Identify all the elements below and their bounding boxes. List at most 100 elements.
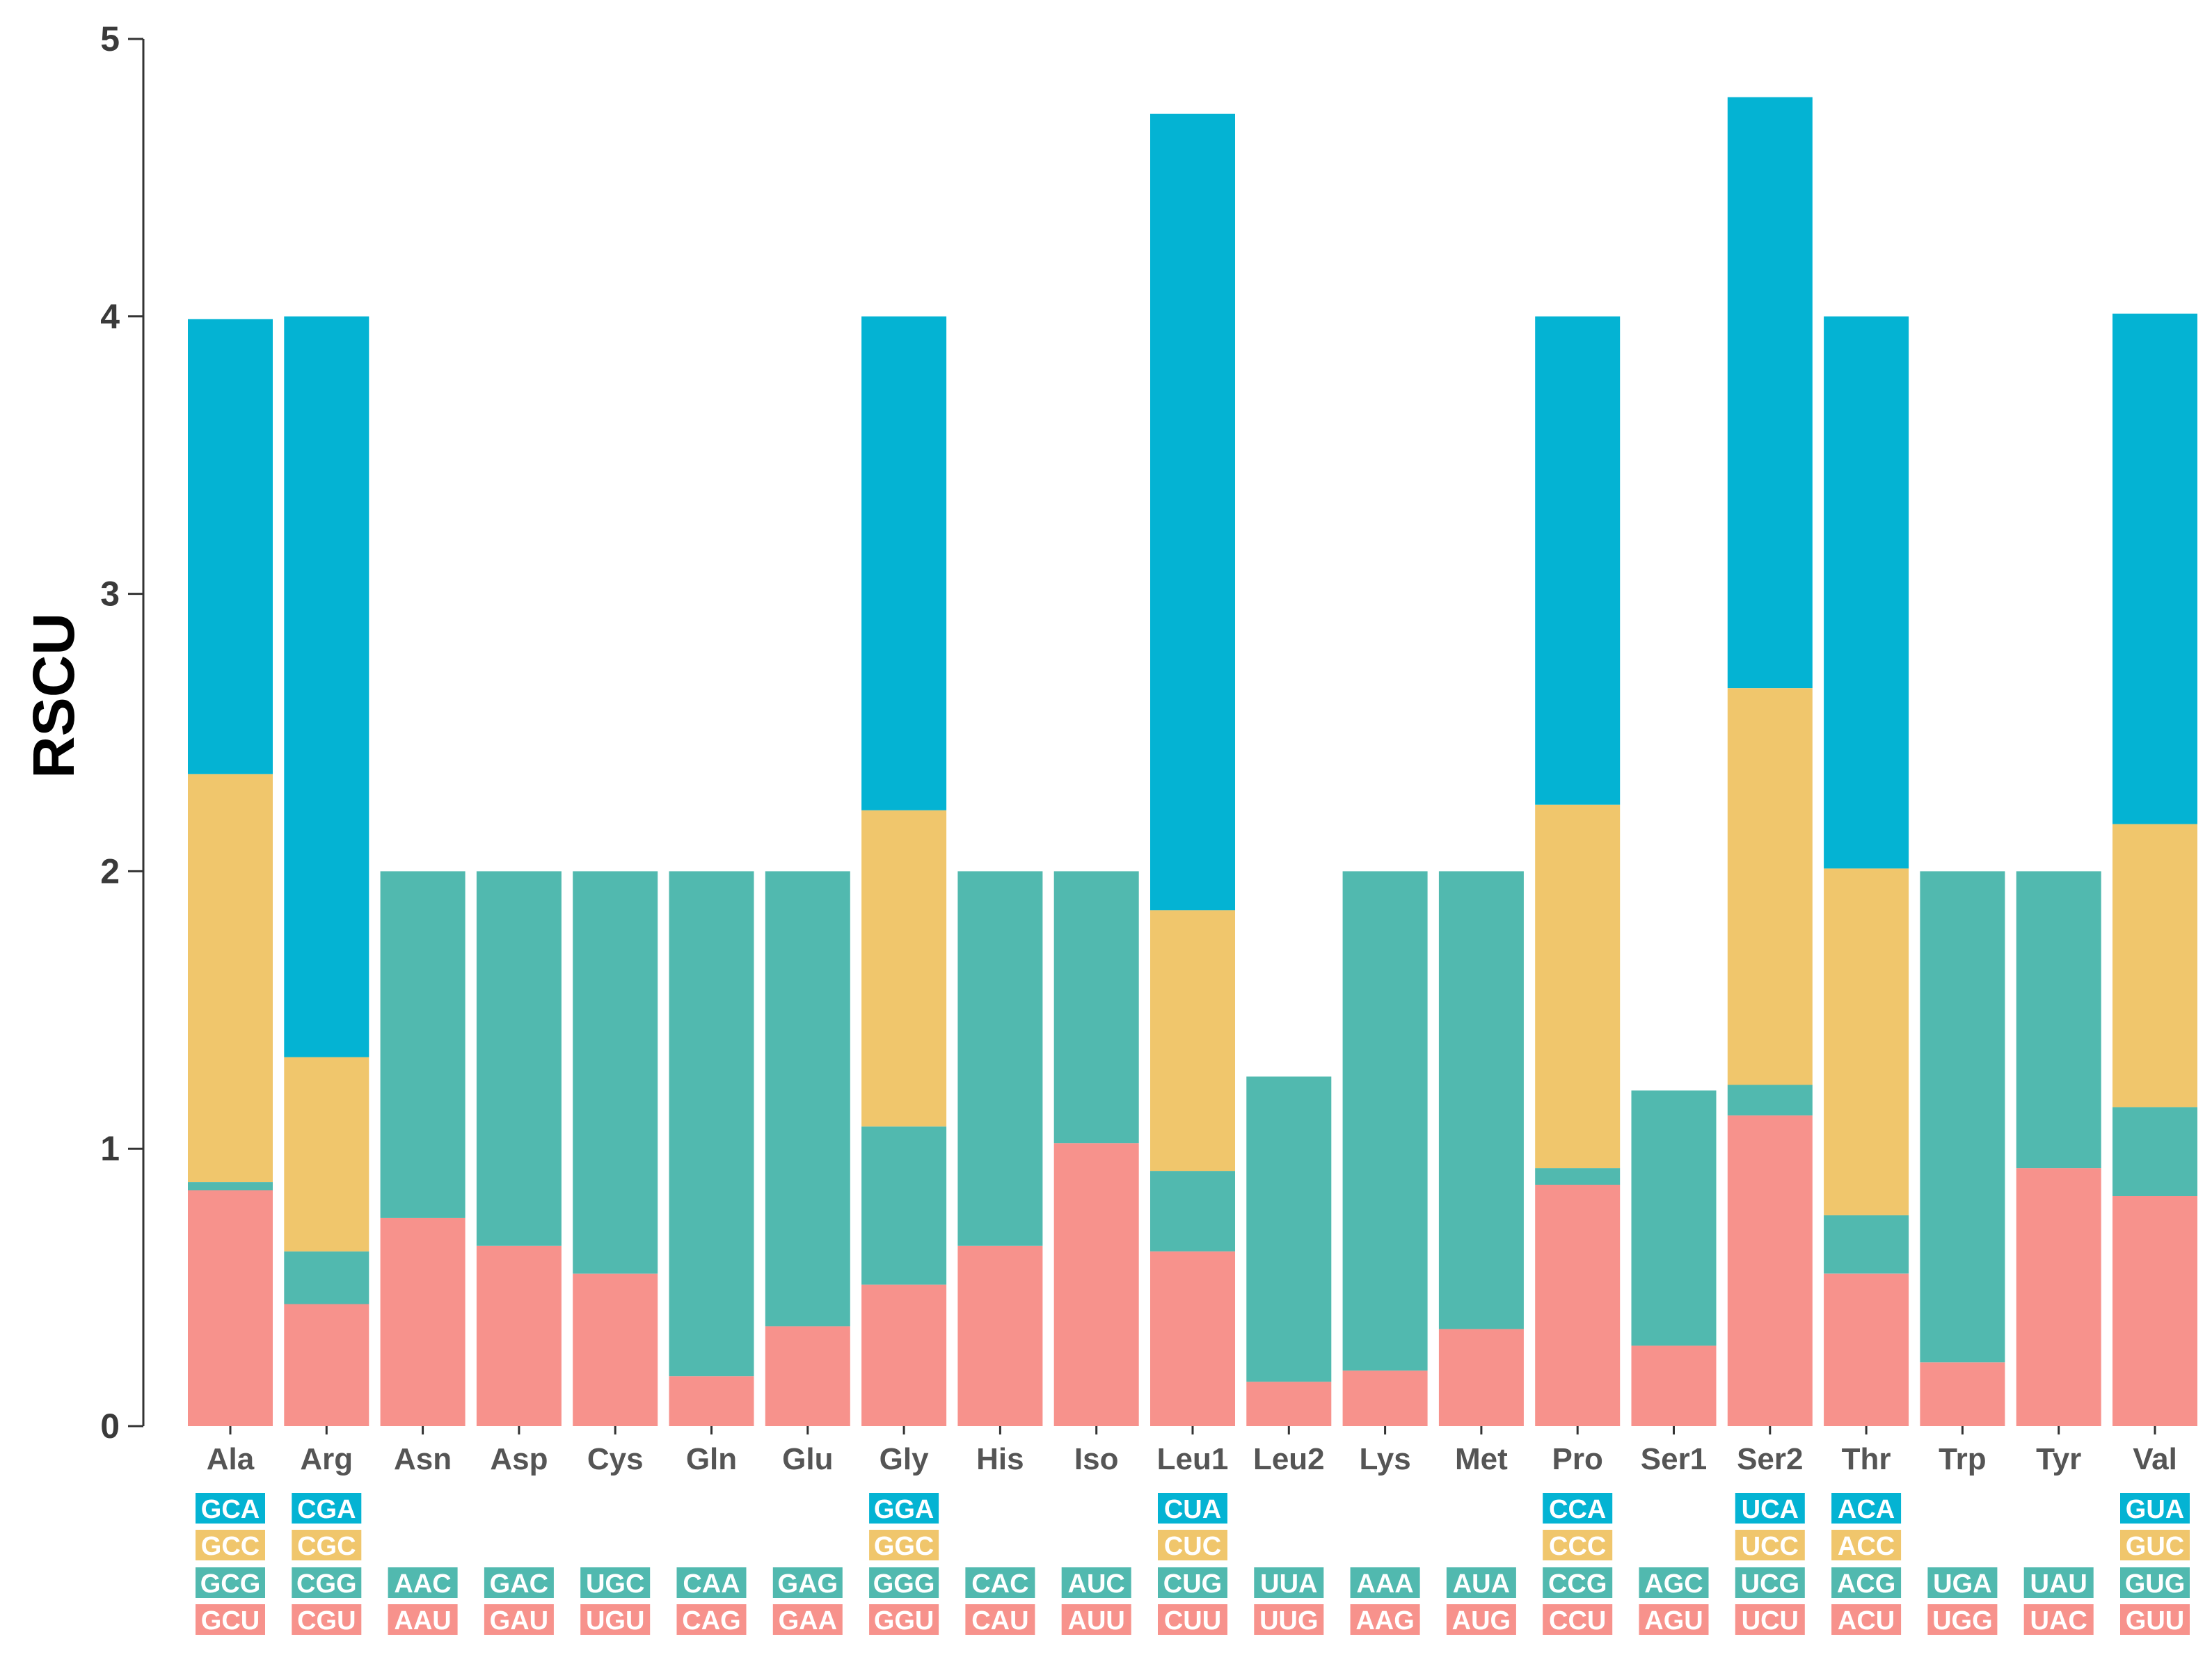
x-tick-label-pro: Pro [1552,1442,1603,1476]
codon-label-gua: GUA [2126,1495,2184,1524]
y-tick-label-5: 5 [100,19,120,58]
codon-box-gug [2120,1567,2190,1598]
bar-segment-iso-auu [1053,1143,1139,1426]
codon-box-cga [292,1493,362,1524]
codon-label-cga: CGA [297,1495,356,1524]
codon-box-gcc [196,1530,265,1560]
codon-label-aag: AAG [1355,1606,1414,1636]
codon-box-aua [1446,1567,1516,1598]
bar-segment-cys-ugc [573,871,658,1274]
codon-label-gaa: GAA [779,1606,837,1636]
bar-segment-met-aug [1438,1329,1524,1426]
bar-segment-ser2-ucc [1727,688,1813,1085]
codon-box-cac [965,1567,1035,1598]
bar-segment-cys-ugu [573,1273,658,1426]
codon-label-uga: UGA [1933,1569,1991,1599]
bar-segment-trp-uga [1920,871,2005,1363]
bar-segment-pro-ccg [1535,1168,1621,1185]
codon-label-cug: CUG [1163,1569,1222,1599]
bar-segment-pro-ccu [1535,1185,1621,1426]
codon-box-gau [484,1604,554,1635]
y-tick-label-0: 0 [100,1407,120,1446]
codon-label-gcu: GCU [201,1606,260,1636]
codon-label-cgg: CGG [296,1569,357,1599]
codon-box-uug [1254,1604,1324,1635]
bar-segment-leu1-cug [1150,1171,1235,1252]
codon-label-cgc: CGC [297,1532,356,1561]
x-tick-label-val: Val [2133,1442,2177,1476]
codon-box-aau [388,1604,458,1635]
bar-segment-leu2-uua [1246,1076,1332,1382]
codon-box-gga [869,1493,939,1524]
bar-segment-thr-acg [1824,1215,1909,1274]
codon-box-uga [1927,1567,1998,1598]
codon-label-gca: GCA [201,1495,260,1524]
codon-box-cgu [292,1604,362,1635]
codon-box-uau [2023,1567,2094,1598]
codon-box-ccu [1543,1604,1613,1635]
bar-segment-val-gug [2112,1107,2197,1196]
bar-segment-ser2-ucg [1727,1085,1813,1116]
codon-box-gag [772,1567,843,1598]
codon-box-ugg [1927,1604,1998,1635]
y-axis-title: RSCU [21,613,86,778]
bar-segment-val-gua [2112,313,2197,824]
codon-label-cau: CAU [971,1606,1028,1636]
bar-segment-leu1-cuc [1150,910,1235,1172]
codon-box-ccg [1543,1567,1613,1598]
bar-segment-met-aua [1438,871,1524,1329]
codon-box-aug [1446,1604,1516,1635]
codon-box-ccc [1543,1530,1613,1560]
codon-box-acg [1831,1567,1902,1598]
codon-label-aaa: AAA [1356,1569,1413,1599]
bar-segment-arg-cgu [284,1304,369,1426]
bar-segment-pro-cca [1535,316,1621,805]
codon-label-aua: AUA [1453,1569,1510,1599]
codon-label-acu: ACU [1838,1606,1895,1636]
bar-segment-val-guu [2112,1196,2197,1426]
codon-box-cuc [1158,1530,1227,1560]
bar-segment-leu1-cuu [1150,1251,1235,1426]
bar-segment-thr-acu [1824,1273,1909,1426]
bar-segment-gly-ggu [861,1284,947,1426]
codon-label-caa: CAA [683,1569,740,1599]
y-tick-label-3: 3 [100,575,120,614]
codon-label-uau: UAU [2030,1569,2087,1599]
codon-box-gac [484,1567,554,1598]
codon-label-gug: GUG [2125,1569,2186,1599]
codon-box-uca [1735,1493,1805,1524]
codon-label-aug: AUG [1452,1606,1511,1636]
codon-label-cac: CAC [971,1569,1028,1599]
bar-segment-lys-aag [1342,1370,1428,1426]
bar-segment-val-guc [2112,824,2197,1108]
codon-label-aca: ACA [1838,1495,1895,1524]
bar-segment-asn-aac [380,871,466,1218]
x-tick-label-gln: Gln [686,1442,737,1476]
codon-label-auu: AUU [1068,1606,1125,1636]
codon-box-cau [965,1604,1035,1635]
codon-box-gaa [772,1604,843,1635]
bars-layer [188,97,2197,1426]
x-tick-label-arg: Arg [300,1442,353,1476]
bar-segment-ala-gcu [188,1190,273,1426]
bar-segment-iso-auc [1053,871,1139,1144]
x-tick-label-ser2: Ser2 [1737,1442,1803,1476]
x-tick-label-gly: Gly [880,1442,929,1476]
bar-segment-lys-aaa [1342,871,1428,1371]
codon-label-aau: AAU [394,1606,451,1636]
codon-label-ugu: UGU [586,1606,644,1636]
codon-label-ugg: UGG [1932,1606,1993,1636]
codon-box-cgg [292,1567,362,1598]
x-tick-label-lys: Lys [1360,1442,1411,1476]
codon-box-cca [1543,1493,1613,1524]
codon-box-ugc [580,1567,651,1598]
bar-segment-arg-cga [284,316,369,1057]
codon-box-uac [2023,1604,2094,1635]
bar-segment-ser2-ucu [1727,1115,1813,1426]
codon-box-auc [1061,1567,1131,1598]
codon-label-ccg: CCG [1548,1569,1607,1599]
bar-segment-tyr-uau [2016,871,2101,1169]
y-tick-label-4: 4 [100,297,120,336]
bar-segment-gln-cag [669,1376,754,1426]
